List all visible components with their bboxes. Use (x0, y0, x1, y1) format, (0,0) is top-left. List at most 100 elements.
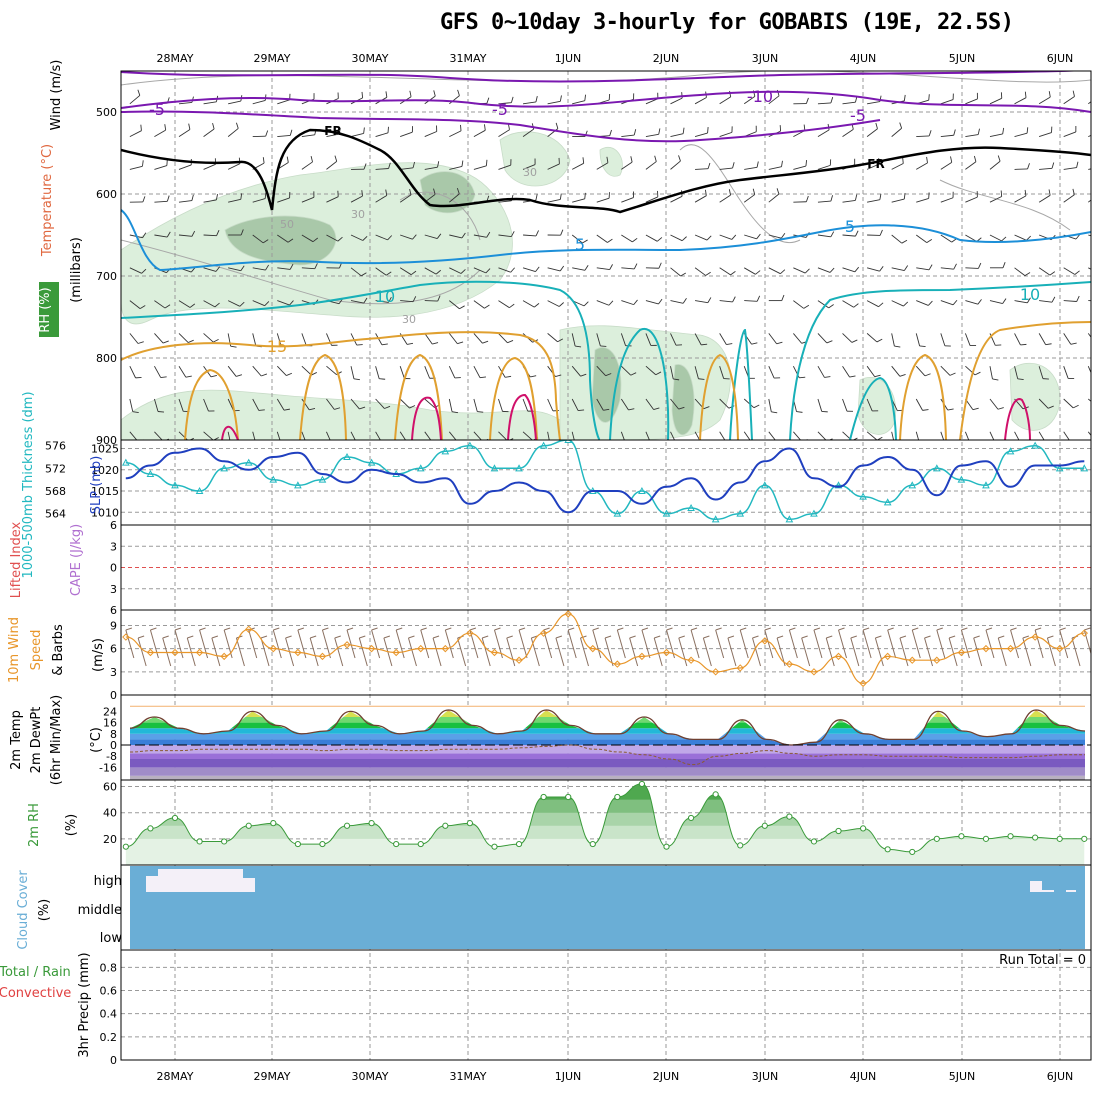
rh-point (540, 793, 547, 801)
wind10m-barb (248, 629, 258, 659)
wind10m-point (269, 644, 278, 653)
wind-barb-flag (559, 193, 562, 200)
wind-barb (301, 234, 314, 243)
wind10m-barb (948, 637, 958, 667)
contour-label: 50 (280, 218, 294, 231)
rh-blob-1 (224, 215, 337, 266)
wind-barb-flag (803, 304, 810, 309)
wind10m-barb-flag (162, 635, 169, 639)
wind-barb (915, 398, 923, 411)
rh-point (270, 820, 277, 827)
wind-barb (645, 98, 659, 105)
wind10m-barb (690, 629, 700, 659)
wind-barb (203, 398, 209, 412)
wind-barb (793, 267, 806, 274)
wind10m-barb (580, 637, 589, 667)
wind-barb-flag (1096, 441, 1100, 443)
wind-barb-flag (236, 374, 243, 377)
wind-barb-flag (854, 266, 860, 273)
wind-barb (1014, 431, 1020, 440)
thickness-tick-label: 568 (45, 485, 66, 498)
rh-point (294, 840, 301, 848)
wind-barb (522, 164, 536, 170)
wind-barb (203, 163, 216, 170)
wind-barb-flag (928, 264, 933, 271)
temp-contour-4 (121, 209, 1091, 272)
wind-barb-flag (1097, 188, 1099, 194)
wind10m-barb (481, 637, 491, 667)
wind-barb-flag (235, 122, 239, 129)
wind-barb-flag (658, 262, 662, 269)
wind-barb (817, 333, 828, 344)
wind10m-barb (334, 637, 344, 667)
wind-barb (522, 398, 529, 412)
wind10m-barb (788, 629, 798, 659)
wind10m-point (589, 644, 597, 653)
wind-barb-flag (655, 371, 662, 376)
wind-barb-flag (922, 409, 929, 411)
slp-tick-label: 1015 (91, 485, 119, 498)
wind-barb (620, 333, 627, 346)
wind10m-label3: & Barbs (51, 624, 66, 676)
wind-barb-flag (752, 441, 758, 442)
cape-tick-label: 3 (110, 583, 117, 596)
wind-barb (768, 366, 775, 379)
wind-barb (989, 196, 1002, 203)
wind-barb (375, 333, 383, 345)
wind-barb (1038, 96, 1051, 105)
wind-barb (1014, 333, 1021, 346)
wind-barb (228, 267, 241, 272)
wind-barb-flag (409, 405, 416, 409)
wind-barb (891, 234, 903, 244)
ua-pressure-label: (millibars) (69, 237, 84, 303)
wind10m-point (711, 668, 720, 676)
wind-barb (522, 300, 535, 308)
wind-barb-flag (230, 345, 237, 348)
wind-barb (743, 431, 751, 440)
wind10m-barb (407, 637, 417, 667)
thickness-lines (122, 440, 1089, 523)
wind10m-barb-flag (801, 635, 808, 639)
wind10m-barb (555, 637, 565, 667)
contour-label: 15 (267, 337, 287, 356)
thickness-point (760, 481, 769, 489)
wind10m-barb-flag (518, 627, 526, 631)
wind-barb-flag (630, 156, 633, 163)
rh-point (933, 835, 940, 842)
wind-barb-flag (412, 161, 415, 168)
wind-barb-flag (191, 230, 196, 237)
wind10m-barb-flag (260, 635, 268, 639)
wind-barb (965, 234, 977, 242)
wind-barb (694, 366, 699, 379)
thickness-point (1055, 464, 1064, 472)
wind-barb (129, 267, 142, 274)
wind-barb-flag (583, 301, 589, 307)
wind-barb (473, 365, 481, 378)
wind-barb-flag (558, 302, 564, 307)
slp-label: SLP (mb) (89, 456, 104, 515)
rh-point (196, 838, 203, 845)
wind-barb (621, 267, 635, 270)
wind10m-barb-flag (1022, 635, 1029, 639)
date-label-top: 1JUN (555, 52, 582, 65)
wind-barb (768, 333, 777, 345)
wind-barb-flag (432, 441, 438, 443)
wind-barb-flag (1024, 272, 1031, 277)
wind10m-barb-flag (150, 627, 157, 631)
wind10m-barb-flag (850, 635, 857, 639)
wind10m-point (466, 629, 474, 637)
wind10m-point (122, 633, 130, 641)
wind-barb-flag (776, 188, 780, 195)
wind-barb (1014, 366, 1019, 379)
wind-barb (252, 267, 266, 271)
wind10m-barb-flag (568, 627, 575, 631)
wind-barb (449, 130, 462, 138)
wind-barb-flag (1070, 342, 1077, 345)
wind-barb (375, 195, 387, 203)
contour-label: 30 (402, 313, 416, 326)
temp2m-unit: (°C) (89, 727, 104, 753)
wind-barb (203, 128, 215, 137)
cape-label: CAPE (J/kg) (69, 524, 84, 596)
rh-point (810, 838, 818, 845)
wind-barb-flag (704, 189, 707, 196)
